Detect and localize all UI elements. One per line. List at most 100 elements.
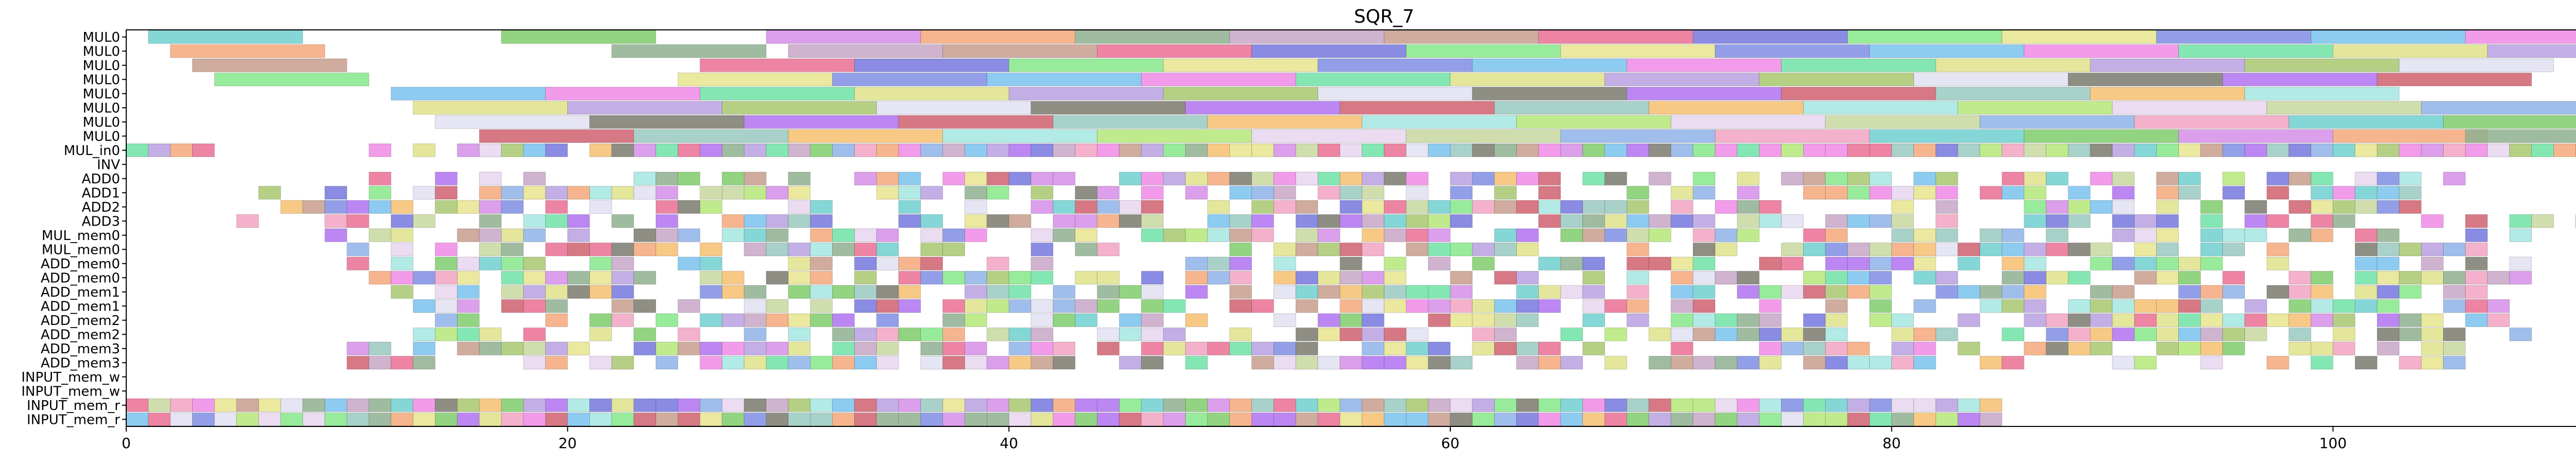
unit-task-bar — [545, 271, 568, 285]
unit-task-bar — [1604, 143, 1628, 157]
mul-task-bar — [1935, 87, 2091, 100]
unit-task-bar — [1516, 413, 1539, 426]
unit-task-bar — [1163, 299, 1186, 313]
unit-task-bar — [1295, 143, 1318, 157]
unit-task-bar — [677, 256, 701, 270]
unit-task-bar — [1825, 143, 1848, 157]
unit-task-bar — [126, 143, 149, 157]
unit-task-bar — [1670, 143, 1693, 157]
unit-task-bar — [435, 299, 458, 313]
unit-task-bar — [898, 200, 921, 214]
unit-task-bar — [368, 200, 392, 214]
mul-task-bar — [1935, 58, 2091, 72]
mul-task-bar — [1825, 115, 1980, 129]
unit-task-bar — [1626, 243, 1650, 256]
unit-task-bar — [1317, 356, 1341, 370]
unit-task-bar — [611, 299, 634, 313]
x-tick-label: 20 — [558, 435, 577, 452]
unit-task-bar — [148, 413, 171, 426]
unit-task-bar — [2002, 243, 2025, 256]
unit-task-bar — [1649, 328, 1671, 341]
unit-task-bar — [2024, 341, 2047, 355]
unit-task-bar — [1494, 413, 1517, 426]
unit-task-bar — [2311, 214, 2333, 228]
unit-task-bar — [1472, 243, 1495, 256]
unit-task-bar — [346, 398, 369, 412]
unit-task-bar — [898, 285, 921, 299]
unit-task-bar — [457, 228, 480, 242]
unit-task-bar — [766, 228, 789, 242]
unit-task-bar — [1803, 271, 1826, 285]
unit-task-bar — [1781, 256, 1804, 270]
unit-task-bar — [1141, 299, 1164, 313]
unit-task-bar — [1538, 398, 1561, 412]
unit-task-bar — [1362, 413, 1385, 426]
mul-task-bar — [1008, 87, 1164, 100]
unit-task-bar — [964, 271, 987, 285]
unit-task-bar — [942, 172, 965, 185]
unit-task-bar — [1869, 299, 1892, 313]
unit-task-bar — [1582, 398, 1605, 412]
unit-task-bar — [1030, 256, 1054, 270]
unit-task-bar — [1472, 143, 1495, 157]
unit-task-bar — [2200, 143, 2223, 157]
unit-task-bar — [1450, 313, 1473, 327]
unit-task-bar — [633, 172, 656, 185]
mul-task-bar — [1692, 30, 1848, 44]
unit-task-bar — [479, 398, 502, 412]
unit-task-bar — [2332, 328, 2355, 341]
unit-task-bar — [1075, 271, 1098, 285]
unit-task-bar — [589, 356, 612, 370]
unit-task-bar — [567, 243, 590, 256]
unit-task-bar — [2134, 214, 2157, 228]
unit-task-bar — [1119, 413, 1142, 426]
unit-task-bar — [457, 398, 480, 412]
unit-task-bar — [1273, 341, 1296, 355]
unit-task-bar — [700, 271, 722, 285]
unit-task-bar — [2178, 271, 2201, 285]
unit-task-bar — [501, 341, 524, 355]
unit-task-bar — [1626, 413, 1650, 426]
unit-task-bar — [788, 341, 811, 355]
unit-task-bar — [2222, 172, 2245, 185]
unit-task-bar — [1516, 398, 1539, 412]
unit-task-bar — [942, 143, 965, 157]
unit-task-bar — [1384, 256, 1406, 270]
unit-task-bar — [545, 143, 568, 157]
unit-task-bar — [1384, 228, 1406, 242]
unit-task-bar — [1317, 228, 1341, 242]
unit-task-bar — [523, 328, 546, 341]
unit-task-bar — [2024, 214, 2047, 228]
unit-task-bar — [2067, 243, 2091, 256]
unit-task-bar — [2289, 200, 2311, 214]
unit-task-bar — [1494, 228, 1517, 242]
unit-task-bar — [1803, 413, 1826, 426]
mul-task-bar — [589, 115, 744, 129]
unit-task-bar — [1979, 186, 2003, 200]
unit-task-bar — [391, 413, 414, 426]
y-tick-label: MUL0 — [83, 30, 121, 45]
unit-task-bar — [1626, 398, 1650, 412]
unit-task-bar — [2487, 313, 2510, 327]
unit-task-bar — [876, 328, 899, 341]
y-tick-label: INV — [97, 157, 120, 173]
unit-task-bar — [1340, 328, 1363, 341]
mul-task-bar — [1053, 115, 1208, 129]
unit-task-bar — [1229, 243, 1252, 256]
unit-task-bar — [810, 313, 833, 327]
unit-task-bar — [964, 186, 987, 200]
unit-task-bar — [2289, 143, 2311, 157]
unit-task-bar — [2178, 313, 2201, 327]
unit-task-bar — [1626, 271, 1650, 285]
unit-task-bar — [1781, 143, 1804, 157]
mul-task-bar — [545, 87, 701, 100]
mul-task-bar — [170, 44, 325, 58]
unit-task-bar — [1030, 341, 1054, 355]
unit-task-bar — [1362, 271, 1385, 285]
unit-task-bar — [1251, 228, 1274, 242]
unit-task-bar — [1340, 271, 1363, 285]
unit-task-bar — [942, 398, 965, 412]
unit-task-bar — [655, 398, 679, 412]
unit-task-bar — [1450, 285, 1473, 299]
unit-task-bar — [501, 228, 524, 242]
